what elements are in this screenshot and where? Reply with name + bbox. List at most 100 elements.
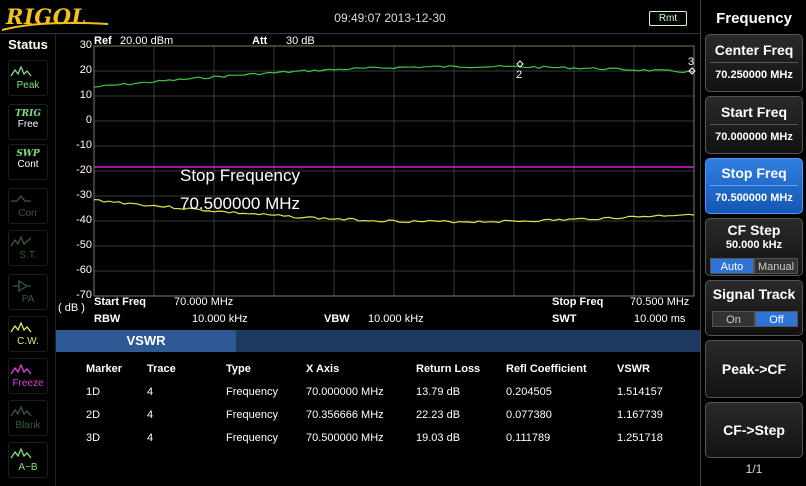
- status-trig-button[interactable]: TRIG Free: [8, 104, 48, 140]
- cf-step-manual-option[interactable]: Manual: [754, 258, 798, 274]
- cf-step-mode-toggle[interactable]: Auto Manual: [710, 258, 798, 274]
- ref-value: 20.00 dBm: [120, 35, 174, 47]
- cell-type: Frequency: [226, 386, 278, 398]
- status-blank-label: Blank: [15, 420, 41, 431]
- status-pa-button[interactable]: PA: [8, 274, 48, 310]
- y-tick-m50: -50: [76, 239, 92, 251]
- start-freq-value: 70.000 MHz: [174, 296, 234, 308]
- table-tab-bar: VSWR: [56, 330, 700, 352]
- marker-3[interactable]: 3: [688, 56, 696, 75]
- cell-return-loss: 22.23 dB: [416, 409, 461, 421]
- plot-grid: 2 3: [93, 45, 696, 297]
- signal-track-button[interactable]: Signal Track On Off: [705, 280, 803, 336]
- cell-refl-coefficient: 0.204505: [506, 386, 552, 398]
- marker-2[interactable]: 2: [516, 60, 524, 81]
- status-blank-button[interactable]: Blank: [8, 400, 48, 436]
- overlay-title: Stop Frequency: [180, 166, 301, 185]
- y-unit: ( dB ): [58, 302, 85, 314]
- status-corr-button[interactable]: Corr: [8, 188, 48, 224]
- stop-freq-value: 70.500 MHz: [630, 296, 690, 308]
- start-freq-label: Start Freq: [94, 296, 146, 308]
- center-freq-value: 70.250000 MHz: [715, 69, 793, 81]
- y-tick-10: 10: [79, 89, 92, 101]
- status-a-minus-b-button[interactable]: A−B: [8, 442, 48, 478]
- status-peak-label: Peak: [16, 80, 40, 91]
- col-refl-coefficient: Refl Coefficient: [506, 363, 587, 375]
- cell-x-axis: 70.000000 MHz: [306, 386, 384, 398]
- menu-title: Frequency: [716, 10, 792, 27]
- vbw-label: VBW: [324, 313, 350, 325]
- start-freq-button[interactable]: Start Freq 70.000000 MHz: [705, 96, 803, 154]
- cf-to-step-button[interactable]: CF->Step: [705, 402, 803, 458]
- stop-freq-button[interactable]: Stop Freq 70.500000 MHz: [705, 158, 803, 214]
- stop-freq-menu-label: Stop Freq: [721, 165, 787, 181]
- center-freq-button[interactable]: Center Freq 70.250000 MHz: [705, 34, 803, 92]
- status-peak-button[interactable]: Peak: [8, 60, 48, 96]
- peak-icon: [10, 65, 32, 77]
- tab-vswr[interactable]: VSWR: [56, 330, 236, 352]
- cf-step-label: CF Step: [727, 222, 781, 238]
- status-panel: Status Peak TRIG Free SWP Cont Corr S.T.…: [0, 34, 56, 486]
- stop-freq-label: Stop Freq: [552, 296, 604, 308]
- cell-return-loss: 13.79 dB: [416, 386, 461, 398]
- cell-return-loss: 19.03 dB: [416, 432, 461, 444]
- frequency-menu: Frequency Center Freq 70.250000 MHz Star…: [700, 0, 806, 486]
- timestamp: 09:49:07 2013-12-30: [334, 11, 446, 25]
- st-icon: [10, 235, 32, 247]
- col-marker: Marker: [86, 363, 123, 375]
- col-x-axis: X Axis: [306, 363, 340, 375]
- signal-track-on-option[interactable]: On: [712, 311, 755, 327]
- cell-marker: 1D: [86, 386, 101, 398]
- cell-vswr: 1.514157: [617, 386, 663, 398]
- y-tick-m10: -10: [76, 139, 92, 151]
- marker-2-label: 2: [516, 69, 522, 81]
- brand-swoosh-icon: [1, 21, 109, 31]
- marker-3-label: 3: [688, 56, 694, 68]
- status-st-button[interactable]: S.T.: [8, 230, 48, 266]
- status-pa-label: PA: [21, 294, 35, 305]
- spectrum-plot[interactable]: 2 3 Ref 20.00 dBm Att 30 dB 30 20 10 0 -…: [56, 34, 700, 330]
- y-tick-m60: -60: [76, 264, 92, 276]
- status-corr-label: Corr: [18, 208, 38, 219]
- status-cw-button[interactable]: C.W.: [8, 316, 48, 352]
- status-sweep-button[interactable]: SWP Cont: [8, 144, 48, 180]
- col-vswr: VSWR: [617, 363, 650, 375]
- trig-icon: TRIG: [14, 109, 42, 119]
- col-return-loss: Return Loss: [416, 363, 481, 375]
- att-label: Att: [252, 35, 268, 47]
- top-bar: RIGOL 09:49:07 2013-12-30 Rmt: [0, 0, 700, 34]
- peak-to-cf-label: Peak->CF: [721, 361, 787, 377]
- y-tick-0: 0: [85, 114, 92, 126]
- signal-track-off-option[interactable]: Off: [755, 311, 798, 327]
- cell-trace: 4: [147, 432, 154, 444]
- cell-trace: 4: [147, 386, 154, 398]
- cf-step-button[interactable]: CF Step 50.000 kHz Auto Manual: [705, 218, 803, 276]
- cell-refl-coefficient: 0.111789: [506, 432, 551, 444]
- peak-to-cf-button[interactable]: Peak->CF: [705, 340, 803, 398]
- cf-step-auto-option[interactable]: Auto: [710, 258, 754, 274]
- sweep-icon: SWP: [16, 149, 40, 159]
- y-tick-m20: -20: [76, 164, 92, 176]
- cell-vswr: 1.167739: [617, 409, 663, 421]
- ref-label: Ref: [94, 35, 112, 47]
- col-type: Type: [226, 363, 251, 375]
- cell-x-axis: 70.500000 MHz: [306, 432, 384, 444]
- vbw-value: 10.000 kHz: [368, 313, 424, 325]
- rbw-value: 10.000 kHz: [192, 313, 248, 325]
- cell-vswr: 1.251718: [617, 432, 663, 444]
- y-tick-20: 20: [79, 64, 92, 76]
- swt-label: SWT: [552, 313, 577, 325]
- center-freq-divider: [710, 62, 798, 63]
- center-freq-label: Center Freq: [714, 42, 794, 58]
- cell-marker: 3D: [86, 432, 101, 444]
- status-freeze-button[interactable]: Freeze: [8, 358, 48, 394]
- trace-green-line: [93, 64, 695, 88]
- stop-freq-divider: [710, 185, 798, 186]
- swt-value: 10.000 ms: [634, 313, 686, 325]
- att-value: 30 dB: [286, 35, 315, 47]
- overlay-value: 70.500000 MHz: [180, 194, 301, 213]
- brand-logo: RIGOL: [6, 4, 87, 29]
- cell-marker: 2D: [86, 409, 101, 421]
- stop-freq-menu-value: 70.500000 MHz: [715, 192, 793, 204]
- signal-track-toggle[interactable]: On Off: [712, 311, 798, 327]
